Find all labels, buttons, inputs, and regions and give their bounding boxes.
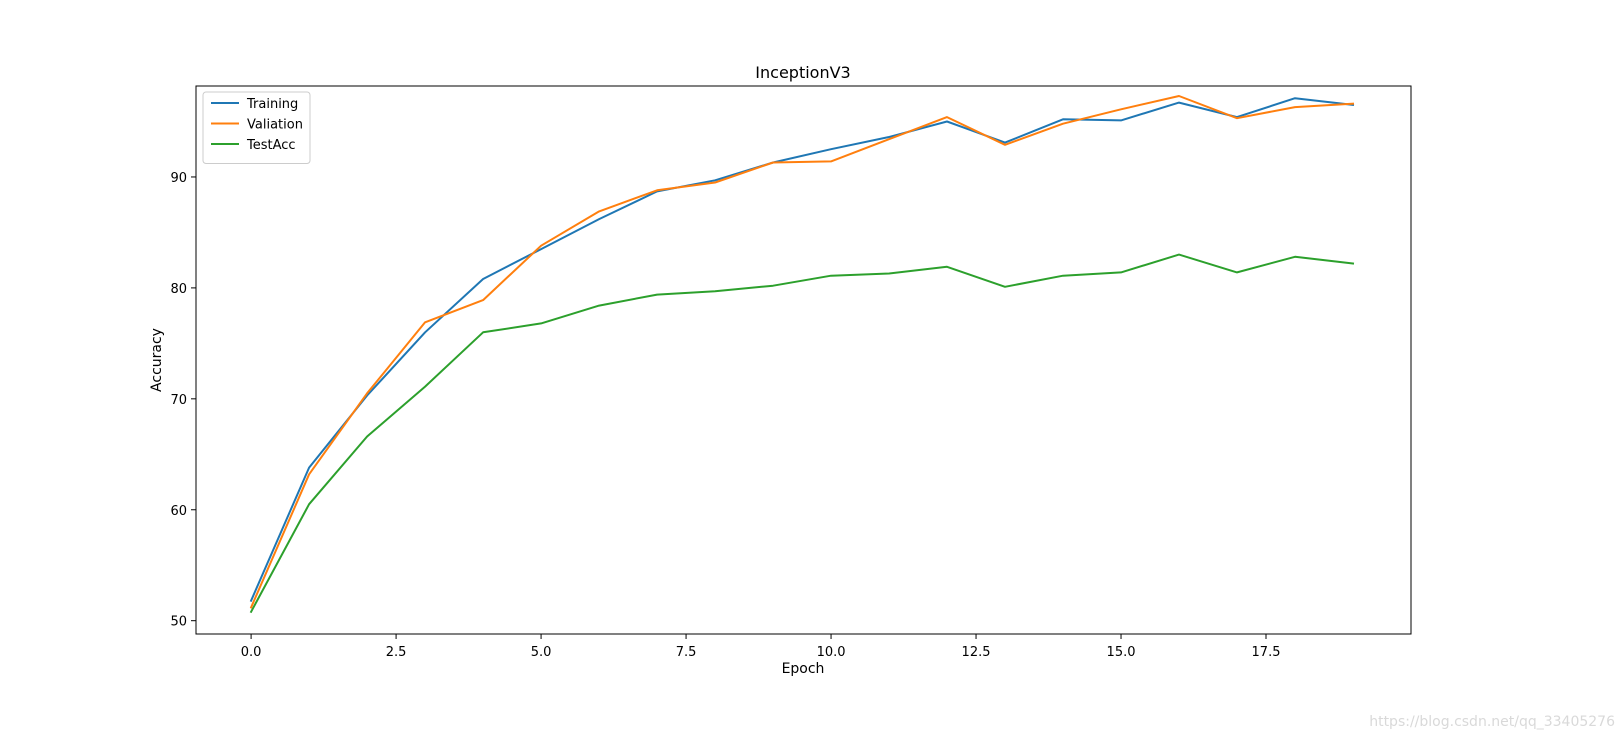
y-axis-label: Accuracy [149,328,165,392]
legend-box [202,91,311,164]
y-tick-label: 60 [170,504,187,519]
y-tick-label: 80 [170,282,187,297]
series-line-valiation [249,95,1355,609]
x-tick-label: 5.0 [531,645,552,660]
watermark: https://blog.csdn.net/qq_33405276 [1369,714,1615,730]
y-tick-label: 90 [170,171,187,186]
x-tick-label: 17.5 [1252,645,1281,660]
series-line-training [249,97,1355,603]
legend: Training Valiation TestAcc [202,91,311,164]
x-axis-label: Epoch [782,661,825,677]
x-tick-label: 10.0 [817,645,846,660]
plot-lines [249,95,1355,614]
chart-title: InceptionV3 [755,63,850,82]
x-tick-label: 12.5 [962,645,991,660]
x-tick-label: 2.5 [386,645,407,660]
axes-frame [195,85,1412,635]
x-tick-label: 7.5 [676,645,697,660]
legend-label-testacc: TestAcc [246,138,296,153]
x-tick-label: 0.0 [241,645,262,660]
series-line-testacc [249,253,1355,614]
legend-label-valiation: Valiation [247,118,303,133]
x-axis: 0.0 2.5 5.0 7.5 10.0 12.5 15.0 17.5 [241,634,1281,660]
x-tick-label: 15.0 [1107,645,1136,660]
legend-label-training: Training [246,97,298,112]
y-tick-label: 50 [170,615,187,630]
y-tick-label: 70 [170,393,187,408]
y-axis: 50 60 70 80 90 [170,171,196,630]
